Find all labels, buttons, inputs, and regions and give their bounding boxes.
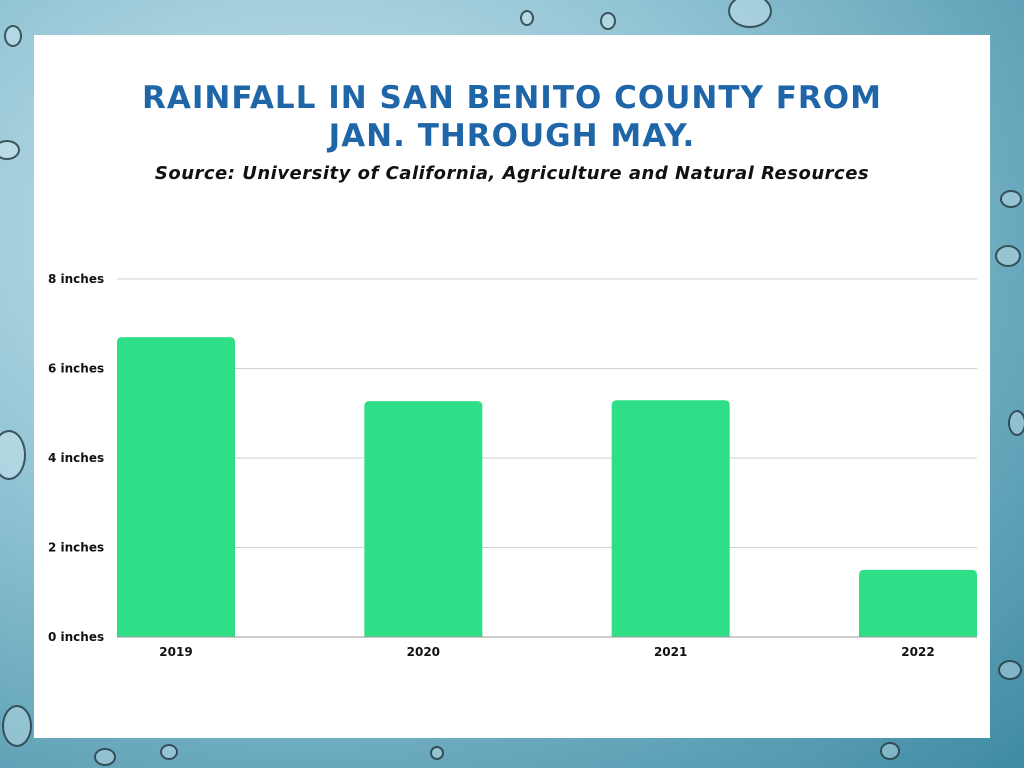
bar-2022 — [859, 569, 977, 637]
y-tick-label: 4 inches — [48, 451, 104, 465]
y-tick-label: 2 inches — [48, 541, 104, 555]
x-tick-label: 2020 — [407, 645, 440, 659]
x-tick-label: 2019 — [159, 645, 192, 659]
x-axis-ticks: 2019 2020 2021 2022 — [159, 645, 934, 659]
y-tick-label: 6 inches — [48, 362, 104, 376]
y-tick-label: 8 inches — [48, 272, 104, 286]
chart-title: RAINFALL IN SAN BENITO COUNTY FROM JAN. … — [34, 79, 990, 155]
y-axis-ticks: 0 inches 2 inches 4 inches 6 inches 8 inches — [48, 272, 104, 644]
x-tick-label: 2022 — [901, 645, 934, 659]
gridlines — [117, 278, 977, 548]
bar-2021 — [611, 400, 730, 637]
chart-title-line-2: JAN. THROUGH MAY. — [328, 118, 696, 154]
chart-title-line-1: RAINFALL IN SAN BENITO COUNTY FROM — [141, 80, 882, 116]
bar-2019 — [117, 337, 235, 637]
chart-subtitle: Source: University of California, Agricu… — [154, 163, 870, 184]
bar-2020 — [364, 401, 483, 637]
x-tick-label: 2021 — [654, 645, 687, 659]
y-tick-label: 0 inches — [48, 630, 104, 644]
bars — [117, 337, 977, 637]
